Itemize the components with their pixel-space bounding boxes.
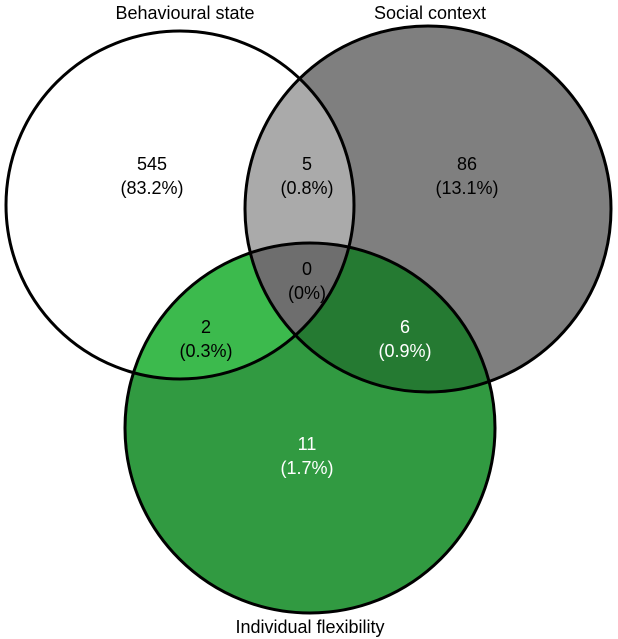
count-all-three: 0: [302, 259, 312, 279]
behavioural-state-outline: [4, 29, 356, 381]
label-social-context: Social context: [374, 3, 486, 23]
label-behavioural-state: Behavioural state: [115, 3, 254, 23]
percent-behavioural-individual: (0.3%): [179, 341, 232, 361]
count-behavioural-only: 545: [137, 154, 167, 174]
percent-all-three: (0%): [288, 283, 326, 303]
region-label-social-only: 86 (13.1%): [435, 154, 498, 198]
region-label-individual-only: 11 (1.7%): [280, 434, 333, 478]
label-individual-flexibility: Individual flexibility: [235, 617, 384, 637]
count-behavioural-social: 5: [302, 154, 312, 174]
percent-individual-only: (1.7%): [280, 458, 333, 478]
region-social-individual: [245, 243, 495, 392]
percent-social-only: (13.1%): [435, 178, 498, 198]
region-label-behavioural-only: 545 (83.2%): [120, 154, 183, 198]
region-label-all-three: 0 (0%): [288, 259, 326, 303]
percent-behavioural-only: (83.2%): [120, 178, 183, 198]
percent-social-individual: (0.9%): [378, 341, 431, 361]
count-social-only: 86: [457, 154, 477, 174]
count-individual-only: 11: [298, 434, 317, 454]
count-social-individual: 6: [400, 317, 410, 337]
region-behavioural-individual: [125, 243, 354, 379]
social-context-outline: [243, 24, 613, 394]
percent-behavioural-social: (0.8%): [280, 178, 333, 198]
region-label-behavioural-individual: 2 (0.3%): [179, 317, 232, 361]
individual-flexibility-outline: [123, 241, 497, 615]
count-behavioural-individual: 2: [201, 317, 211, 337]
region-label-social-individual: 6 (0.9%): [378, 317, 431, 361]
region-label-behavioural-social: 5 (0.8%): [280, 154, 333, 198]
